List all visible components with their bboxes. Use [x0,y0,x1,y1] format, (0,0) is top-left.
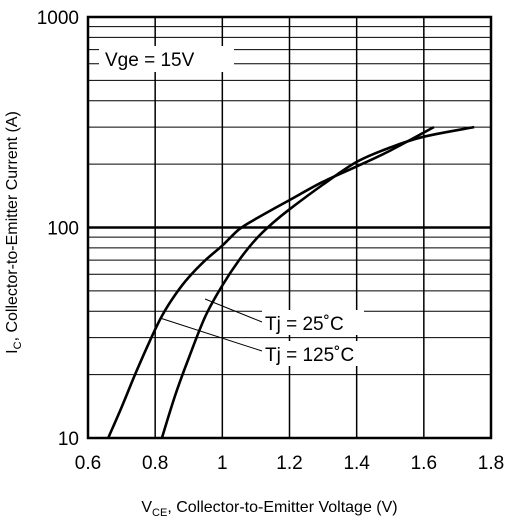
x-tick-label: 1.6 [411,453,437,474]
series-label-background [262,310,364,335]
x-tick-label: 1.2 [276,453,302,474]
series-annotations: Tj = 25˚C Tj = 125˚C [159,298,364,366]
x-tick-label: 1 [217,453,228,474]
x-tick-label: 1.8 [478,453,504,474]
x-axis-label-subscript: CE [152,507,167,519]
y-tick-label: 100 [47,219,79,240]
y-tick-label: 10 [58,429,79,450]
grid [88,17,491,438]
x-tick-label: 0.8 [142,453,168,474]
series [107,125,475,439]
series-label: Tj = 125˚C [265,345,354,366]
y-axis-label-main: I [4,349,21,353]
condition-annotation-background [99,46,234,72]
series-label-background [262,341,364,366]
x-tick-label: 1.4 [343,453,370,474]
tick-labels: 0.6 0.8 1 1.2 1.4 1.6 1.8 10 100 1000 [37,8,504,474]
y-axis-label: IC, Collector-to-Emitter Current (A) [4,111,24,354]
x-axis-label-rest: , Collector-to-Emitter Voltage (V) [167,499,397,516]
series-label: Tj = 25˚C [265,314,344,335]
x-axis-label-main: V [141,499,152,516]
condition-annotation: Vge = 15V [105,50,195,71]
x-tick-label: 0.6 [75,453,101,474]
plot-frame [86,15,493,440]
y-axis-label-subscript: C [12,341,24,349]
series-label-leader [204,298,263,323]
x-axis-label: VCE, Collector-to-Emitter Voltage (V) [141,499,397,519]
y-tick-label: 1000 [37,8,79,29]
y-axis-label-rest: , Collector-to-Emitter Current (A) [4,111,21,341]
series-line-tj-125c [160,125,475,439]
series-label-leader [159,317,263,352]
